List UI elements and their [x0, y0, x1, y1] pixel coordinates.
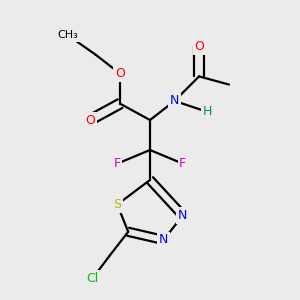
Text: N: N — [178, 209, 188, 222]
Text: Cl: Cl — [87, 272, 99, 285]
Text: O: O — [85, 113, 95, 127]
Text: O: O — [194, 40, 204, 53]
Text: H: H — [202, 105, 212, 118]
Text: S: S — [113, 198, 121, 211]
Text: F: F — [179, 157, 186, 170]
Text: N: N — [159, 233, 168, 247]
Text: N: N — [170, 94, 179, 107]
Text: CH₃: CH₃ — [58, 31, 79, 40]
Text: O: O — [115, 67, 125, 80]
Text: F: F — [114, 157, 121, 170]
